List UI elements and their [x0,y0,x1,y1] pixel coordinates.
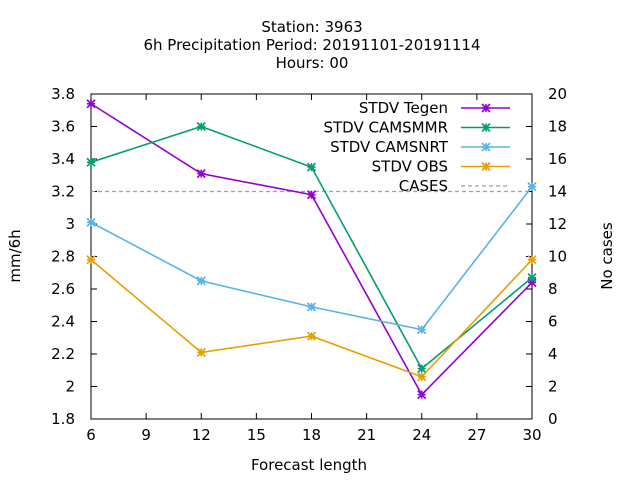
data-point [196,347,206,357]
y2-tick-label: 16 [548,150,567,168]
legend-label: STDV Tegen [359,99,448,117]
legend-marker [481,142,491,152]
marker-stroke [481,122,491,133]
marker-stroke [481,103,491,113]
y-tick-label: 2.6 [51,280,75,298]
y-tick-label: 2.4 [51,313,75,331]
legend-marker [481,122,491,133]
y-tick-label: 2.8 [51,248,75,266]
legend-marker [481,161,491,172]
y-tick-label: 3.8 [51,85,75,103]
legend-label: STDV OBS [372,158,448,176]
marker-stroke [527,273,537,283]
y2-tick-label: 6 [548,313,558,331]
x-tick-label: 9 [141,426,151,444]
x-tick-label: 21 [357,426,376,444]
plot-frame [90,93,533,420]
marker-stroke [306,190,317,200]
y-tick-label: 2.2 [51,345,75,363]
y-tick-label: 3.4 [51,150,75,168]
legend-label: STDV CAMSNRT [330,138,449,156]
marker-stroke [417,390,427,400]
data-point [417,364,427,374]
y2-tick-label: 14 [548,183,567,201]
marker-stroke [86,99,96,109]
data-point [527,255,537,265]
y2-tick-label: 0 [548,410,558,428]
marker-stroke [196,347,206,357]
y2-axis-label: No cases [598,222,616,290]
y-tick-label: 3.6 [51,118,75,136]
data-point [306,190,317,200]
legend-label: CASES [399,177,448,195]
y2-tick-label: 12 [548,215,567,233]
data-point [86,157,96,167]
marker-stroke [306,302,317,312]
y-tick-label: 3.2 [51,183,75,201]
data-point [306,162,317,172]
data-point [86,99,96,109]
title-line: 6h Precipitation Period: 20191101-201911… [143,36,480,54]
x-tick-label: 18 [302,426,321,444]
x-tick-label: 6 [86,426,96,444]
marker-stroke [417,364,427,374]
x-tick-label: 30 [522,426,541,444]
marker-stroke [306,162,317,172]
x-tick-label: 24 [412,426,431,444]
series-line-4 [90,259,533,378]
y-tick-label: 2 [65,378,75,396]
data-point [306,331,317,341]
title-line: Station: 3963 [261,18,362,36]
marker-stroke [196,121,206,132]
marker-stroke [417,372,427,382]
marker-stroke [86,255,96,265]
legend-marker [481,103,491,113]
data-point [196,121,206,132]
marker-stroke [527,182,537,192]
marker-stroke [527,255,537,265]
series-layer [86,99,537,400]
y2-tick-label: 2 [548,378,558,396]
data-point [86,255,96,265]
data-point [417,390,427,400]
y2-tick-label: 18 [548,118,567,136]
data-point [527,182,537,192]
y2-tick-label: 10 [548,248,567,266]
y-tick-label: 1.8 [51,410,75,428]
marker-stroke [86,217,96,227]
x-tick-label: 15 [247,426,266,444]
marker-stroke [481,161,491,172]
y-axis-label: mm/6h [6,229,24,282]
marker-stroke [86,157,96,167]
data-point [196,169,206,179]
data-point [527,273,537,283]
y2-tick-label: 4 [548,345,558,363]
marker-stroke [417,325,427,335]
marker-stroke [481,142,491,152]
x-tick-label: 27 [467,426,486,444]
y-tick-label: 3 [65,215,75,233]
marker-stroke [196,169,206,179]
title-line: Hours: 00 [276,54,349,72]
x-axis-label: Forecast length [251,456,367,474]
marker-stroke [306,331,317,341]
x-tick-label: 12 [192,426,211,444]
y2-tick-label: 8 [548,280,558,298]
data-point [417,372,427,382]
data-point [306,302,317,312]
data-point [86,217,96,227]
y2-tick-label: 20 [548,85,567,103]
legend-label: STDV CAMSMMR [323,119,448,137]
axis-ticks: 6 9 12 15 18 21 24 27 301.822.22.42.62.833.23.43… [51,85,567,444]
data-point [196,276,206,286]
marker-stroke [196,276,206,286]
data-point [417,325,427,335]
